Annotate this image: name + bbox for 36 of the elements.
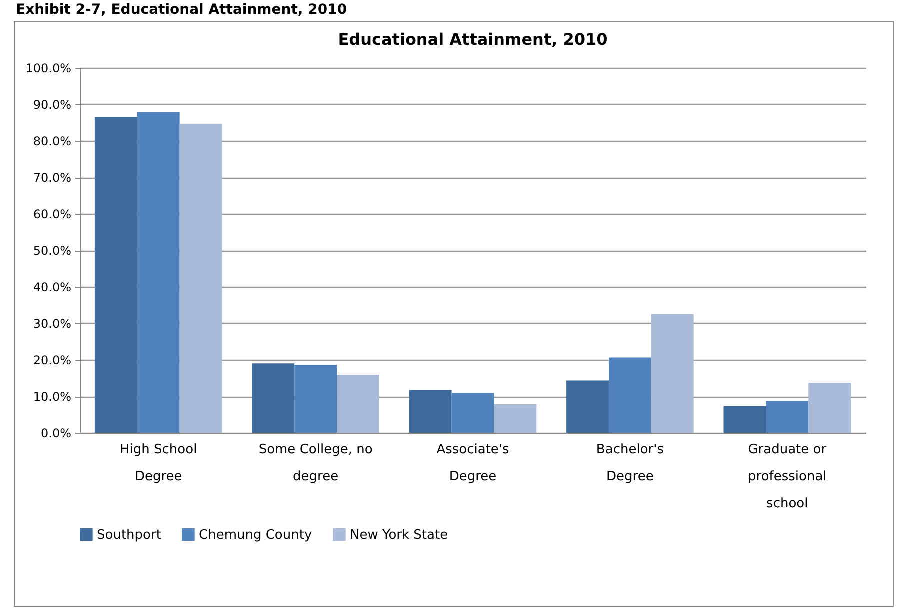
y-tick-label: 0.0%: [41, 426, 72, 440]
x-tick-label: Some College, no degree: [258, 442, 373, 484]
bar: [808, 382, 852, 433]
y-tick-label: 100.0%: [26, 62, 72, 76]
bar: [766, 401, 809, 433]
y-tick-label: 40.0%: [33, 280, 72, 294]
y-tick-label: 70.0%: [33, 171, 72, 185]
bar: [294, 365, 338, 433]
legend-label: New York State: [350, 528, 448, 543]
y-tick-label: 90.0%: [33, 98, 72, 112]
y-tick-label: 10.0%: [33, 390, 72, 404]
bar: [494, 404, 537, 433]
x-tick-label: Associate's Degree: [436, 442, 510, 484]
y-tick-label: 60.0%: [33, 208, 72, 222]
y-tick-label: 80.0%: [33, 134, 72, 148]
legend-label: Chemung County: [199, 528, 312, 543]
x-tick-label: High School Degree: [120, 442, 198, 484]
bar: [94, 117, 138, 433]
legend-label: Southport: [97, 528, 162, 543]
bar: [137, 112, 180, 433]
bar: [452, 393, 494, 433]
y-tick-label: 50.0%: [33, 244, 72, 258]
bar: [724, 406, 766, 433]
y-tick-label: 20.0%: [33, 354, 72, 368]
chart-title: Educational Attainment, 2010: [338, 30, 608, 49]
y-tick-label: 30.0%: [33, 317, 72, 331]
x-tick-label: Graduate or professional school: [748, 442, 828, 512]
bar: [252, 364, 295, 433]
bar: [337, 374, 380, 433]
bar: [651, 314, 694, 433]
bar: [180, 124, 222, 433]
bar: [409, 390, 452, 433]
text: Exhibit 2-7, Educational Attainment, 2010: [15, 1, 348, 20]
x-tick-label: Bachelor's Degree: [596, 442, 664, 484]
bar: [608, 358, 652, 433]
bar: [566, 380, 609, 433]
